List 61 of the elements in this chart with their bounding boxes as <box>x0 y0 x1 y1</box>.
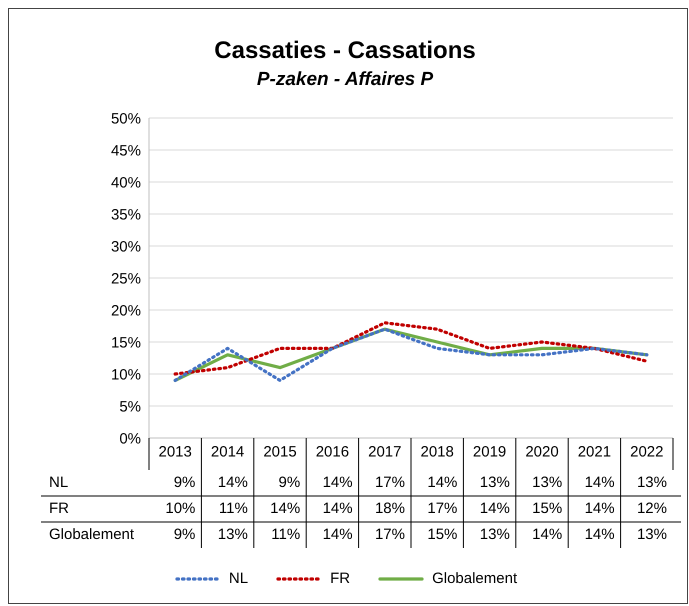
data-label: 15% <box>427 526 458 543</box>
data-label: 14% <box>322 526 353 543</box>
data-label: 10% <box>165 500 196 517</box>
y-tick-label: 0% <box>119 430 141 448</box>
data-label: 17% <box>374 474 405 491</box>
x-tick-label: 2020 <box>525 444 559 461</box>
data-label: 14% <box>480 500 510 517</box>
data-label: 17% <box>427 500 458 517</box>
y-tick-label: 10% <box>110 366 141 384</box>
data-label: 14% <box>584 474 615 491</box>
line-series <box>174 328 648 382</box>
x-tick-label: 2016 <box>316 444 350 461</box>
y-tick-label: 20% <box>110 302 141 320</box>
data-label: 9% <box>278 474 300 491</box>
x-tick-label: 2017 <box>368 444 402 461</box>
x-tick-label: 2013 <box>158 444 192 461</box>
y-tick-label: 25% <box>110 270 141 288</box>
data-label: 9% <box>174 526 196 543</box>
x-tick-label: 2022 <box>630 444 664 461</box>
data-label: 13% <box>636 474 667 491</box>
data-label: 15% <box>532 500 562 517</box>
data-label: 13% <box>480 474 510 491</box>
data-label: 12% <box>636 500 667 517</box>
y-tick-label: 35% <box>110 206 141 224</box>
data-label: 11% <box>218 500 248 517</box>
data-label: 14% <box>322 474 353 491</box>
data-label: 14% <box>427 474 458 491</box>
y-tick-label: 5% <box>119 398 141 416</box>
data-label: 11% <box>271 526 300 543</box>
y-tick-label: 30% <box>110 238 141 256</box>
data-label: 14% <box>270 500 300 517</box>
data-label: 14% <box>532 526 562 543</box>
x-tick-label: 2021 <box>578 444 612 461</box>
line-series <box>174 321 648 376</box>
data-label: 9% <box>174 474 196 491</box>
text: Globalement <box>49 526 134 543</box>
x-tick-label: 2018 <box>420 444 454 461</box>
y-tick-label: 50% <box>110 110 141 128</box>
data-label: 13% <box>636 526 667 543</box>
data-label: 14% <box>322 500 353 517</box>
data-label: 14% <box>218 474 248 491</box>
data-label: 17% <box>374 526 405 543</box>
y-tick-label: 40% <box>110 174 141 192</box>
data-label: 13% <box>532 474 562 491</box>
data-label: 18% <box>374 500 405 517</box>
x-tick-label: 2019 <box>472 444 506 461</box>
chart-title: Cassaties - Cassations <box>213 37 477 65</box>
chart-subtitle: P-zaken - Affaires P <box>256 69 434 91</box>
y-tick-label: 45% <box>110 142 141 160</box>
data-label: 14% <box>584 526 615 543</box>
legend-label: NL <box>228 570 248 587</box>
data-label: 13% <box>480 526 510 543</box>
text: NL <box>49 474 68 491</box>
x-tick-label: 2014 <box>210 444 244 461</box>
data-label: 13% <box>218 526 248 543</box>
text: FR <box>49 500 69 517</box>
legend-label: Globalement <box>432 570 518 587</box>
legend-label: FR <box>330 570 350 587</box>
data-label: 14% <box>584 500 615 517</box>
x-tick-label: 2015 <box>263 444 297 461</box>
y-tick-label: 15% <box>110 334 141 352</box>
